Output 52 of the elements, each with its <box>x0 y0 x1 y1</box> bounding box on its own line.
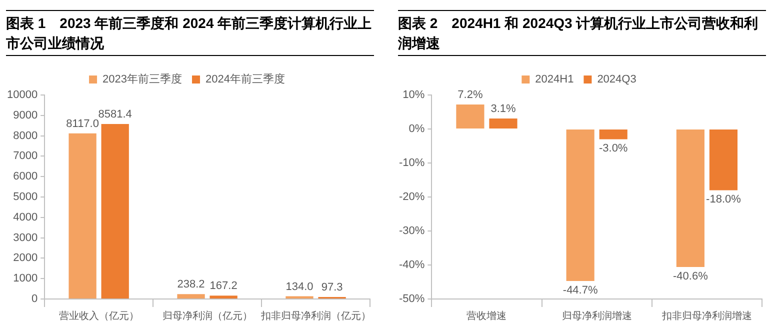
data-label: 167.2 <box>210 280 238 292</box>
y-tick-label: 4000 <box>13 211 38 224</box>
x-tick-label: 扣非归母净利润增速 <box>660 310 752 322</box>
data-label: -40.6% <box>673 270 708 283</box>
y-tick-label: 3000 <box>13 232 38 244</box>
y-tick-label: 2000 <box>13 252 38 264</box>
y-tick-label: -40% <box>398 259 425 272</box>
chart-title: 图表 2 2024H1 和 2024Q3 计算机行业上市公司营收和利润增速 <box>398 10 766 56</box>
y-tick-label: 10% <box>402 89 425 102</box>
data-label: 134.0 <box>286 280 314 293</box>
bar <box>68 133 96 298</box>
y-tick-label: 5000 <box>13 191 38 204</box>
data-label: -18.0% <box>706 194 742 206</box>
bar <box>676 130 704 268</box>
y-tick-label: -20% <box>398 191 425 204</box>
y-tick-label: 7000 <box>13 150 38 162</box>
bar <box>489 118 518 128</box>
data-label: 7.2% <box>458 89 483 102</box>
y-tick-label: 9000 <box>13 109 38 122</box>
bar <box>566 130 594 281</box>
x-tick-label: 营收增速 <box>466 310 507 322</box>
legend-label: 2024年前三季度 <box>206 72 285 86</box>
chart-title: 图表 1 2023 年前三季度和 2024 年前三季度计算机行业上市公司业绩情况 <box>6 10 374 56</box>
data-label: 8117.0 <box>66 118 99 130</box>
data-label: 97.3 <box>321 282 343 294</box>
data-label: -3.0% <box>598 142 628 155</box>
data-label: 8581.4 <box>98 108 132 120</box>
y-tick-label: -30% <box>398 225 425 238</box>
x-tick-label: 营业收入（亿元） <box>58 310 139 322</box>
y-tick-label: 8000 <box>13 130 38 142</box>
legend-label: 2024H1 <box>535 74 574 86</box>
bar <box>177 294 205 298</box>
y-tick-label: -10% <box>398 157 425 170</box>
bar <box>210 296 238 298</box>
y-tick-label: 10000 <box>6 89 38 102</box>
y-tick-label: 6000 <box>13 170 38 183</box>
y-tick-label: 1000 <box>13 272 38 285</box>
data-label: 238.2 <box>177 278 205 291</box>
bar <box>709 130 738 190</box>
bar <box>101 124 129 298</box>
y-tick-label: 0 <box>31 293 38 306</box>
bar <box>599 130 628 140</box>
bar <box>456 104 484 128</box>
legend-label: 2024Q3 <box>597 74 636 86</box>
data-label: -44.7% <box>562 284 598 297</box>
x-tick-label: 归母净利润增速 <box>562 310 632 322</box>
data-label: 3.1% <box>490 102 516 115</box>
legend-label: 2023年前三季度 <box>102 72 182 86</box>
y-tick-label: 0% <box>408 123 425 136</box>
x-tick-label: 扣非归母净利润（亿元） <box>260 310 371 322</box>
x-tick-label: 归母净利润（亿元） <box>162 310 252 322</box>
y-tick-label: -50% <box>398 293 425 306</box>
